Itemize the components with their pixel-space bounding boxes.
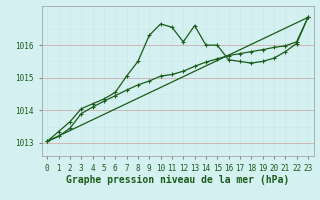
X-axis label: Graphe pression niveau de la mer (hPa): Graphe pression niveau de la mer (hPa) bbox=[66, 175, 289, 185]
